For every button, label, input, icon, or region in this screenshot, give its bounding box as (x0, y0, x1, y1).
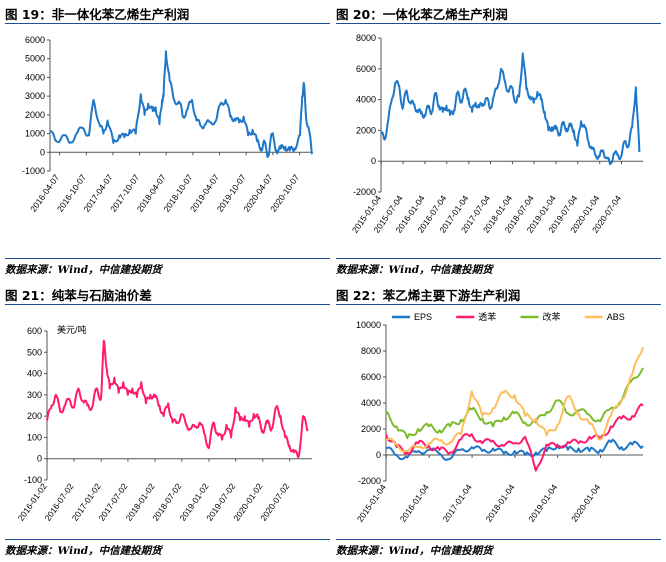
series-line (380, 52, 641, 166)
chart-downstream-profit: -2000 0 2000 4000 6000 8000 10000 2015-01-04 201… (355, 311, 644, 524)
y-tick-label: 300 (27, 390, 42, 400)
y-tick-label: 3000 (25, 91, 45, 101)
chart-title: 图 20：一体化苯乙烯生产利润 (336, 7, 508, 22)
legend-label: EPS (414, 312, 432, 322)
y-tick-label: -2000 (353, 187, 376, 197)
chart-source: 数据来源：Wind，中信建投期货 (5, 545, 162, 557)
source-rule (5, 539, 330, 540)
source-rule (5, 258, 330, 259)
legend-label: ABS (607, 312, 625, 322)
series-line (49, 50, 313, 158)
x-tick-label: 2019-01-04 (526, 482, 559, 524)
chart-panel-21: 图 21：纯苯与石脑油价差 -100 0 100 200 300 400 500 600 201… (5, 281, 330, 562)
source-rule (336, 539, 661, 540)
chart-profit-integrated: -2000020004000600080002015-01-042015-07-… (350, 33, 643, 235)
y-tick-label: 4000 (361, 398, 381, 408)
chart-panel-19: 图 19：非一体化苯乙烯生产利润 -1000 0 1000 2000 3000 4000 5… (5, 0, 330, 281)
chart-panel-22: 图 22：苯乙烯主要下游生产利润 -2000 0 2000 4000 6000 8000 1… (336, 281, 661, 562)
y-tick-label: 10000 (356, 320, 381, 330)
chart-panel-20: 图 20：一体化苯乙烯生产利润 -2000 0 2000 4000 6000 8000 20… (336, 0, 661, 281)
series-line (385, 438, 644, 461)
title-rule (5, 23, 330, 24)
y-tick-label: 500 (27, 347, 42, 357)
title-rule (5, 304, 330, 305)
y-tick-label: 2000 (25, 110, 45, 120)
y-tick-label: 6000 (25, 35, 45, 45)
x-tick-label: 2018-01-04 (483, 482, 516, 524)
series-line (385, 367, 644, 440)
y-tick-label: 4000 (356, 95, 376, 105)
chart-source: 数据来源：Wind，中信建投期货 (5, 264, 162, 276)
y-tick-label: 0 (371, 156, 376, 166)
y-tick-label: 0 (376, 450, 381, 460)
y-tick-label: 600 (27, 326, 42, 336)
y-tick-label: 6000 (361, 372, 381, 382)
chart-source: 数据来源：Wind，中信建投期货 (336, 264, 493, 276)
y-tick-label: 0 (37, 454, 42, 464)
chart-benzene-naphtha-spread: -10001002003004005006002016-01-022016-07… (16, 324, 312, 523)
y-tick-label: 8000 (356, 33, 376, 43)
y-tick-label: -2000 (358, 476, 381, 486)
chart-title: 图 21：纯苯与石脑油价差 (5, 288, 152, 303)
x-tick-label: 2017-01-04 (441, 482, 474, 524)
y-tick-label: 200 (27, 411, 42, 421)
chart-profit-non-integrated: -100001000200030004000500060002016-04-07… (22, 35, 313, 214)
y-tick-label: 8000 (361, 346, 381, 356)
series-line (46, 339, 309, 459)
chart-title: 图 19：非一体化苯乙烯生产利润 (5, 7, 190, 22)
legend-label: 透苯 (478, 311, 496, 322)
y-tick-label: 2000 (356, 125, 376, 135)
y-tick-label: 400 (27, 369, 42, 379)
legend-label: 改苯 (543, 311, 561, 322)
y-tick-label: 4000 (25, 72, 45, 82)
y-axis-unit: 美元/吨 (57, 324, 87, 335)
chart-title: 图 22：苯乙烯主要下游生产利润 (336, 288, 521, 303)
x-tick-label: 2015-01-04 (355, 482, 388, 524)
y-tick-label: 1000 (25, 129, 45, 139)
y-tick-label: -100 (24, 475, 42, 485)
y-tick-label: 100 (27, 432, 42, 442)
series-line (385, 346, 644, 453)
y-tick-label: 2000 (361, 424, 381, 434)
y-tick-label: 0 (40, 147, 45, 157)
x-tick-label: 2020-01-04 (569, 482, 602, 524)
title-rule (336, 304, 661, 305)
y-tick-label: 5000 (25, 54, 45, 64)
x-tick-label: 2016-01-04 (398, 482, 431, 524)
y-tick-label: 6000 (356, 64, 376, 74)
title-rule (336, 23, 661, 24)
chart-source: 数据来源：Wind，中信建投期货 (336, 545, 493, 557)
y-tick-label: -1000 (22, 166, 45, 176)
source-rule (336, 258, 661, 259)
